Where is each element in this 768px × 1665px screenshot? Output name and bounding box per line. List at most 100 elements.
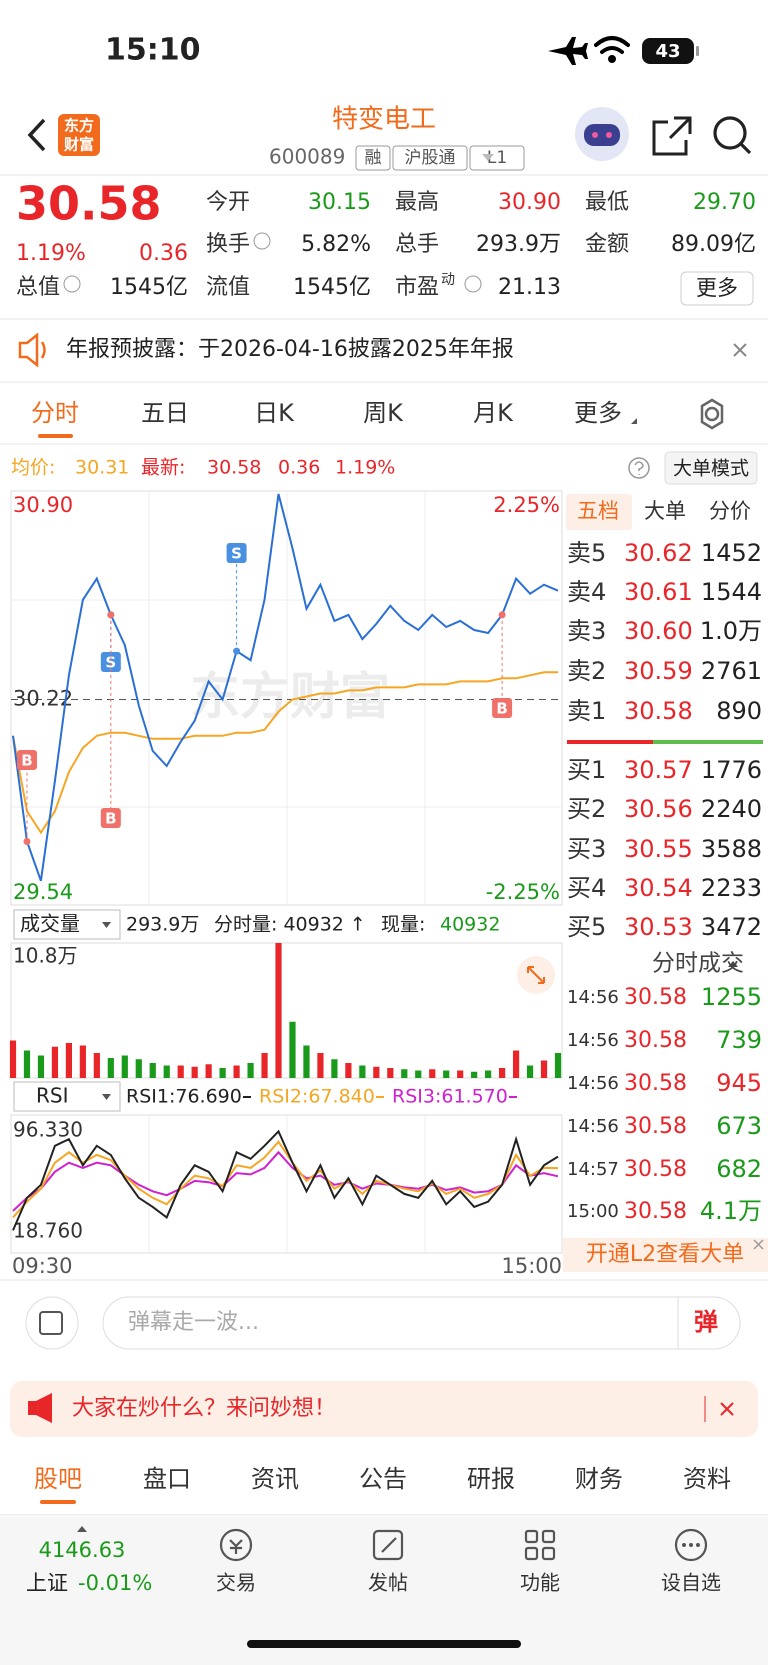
- code-dropdown[interactable]: [482, 154, 494, 161]
- trade-price: 30.58: [624, 1028, 687, 1053]
- index-arrow: [77, 1526, 87, 1532]
- index-value[interactable]: 4146.63: [39, 1538, 126, 1562]
- chart-tab[interactable]: 更多: [574, 399, 622, 427]
- logo-text: 财富: [64, 136, 94, 154]
- bottom-tab[interactable]: 资料: [683, 1465, 731, 1493]
- bottom-tab[interactable]: 股吧: [34, 1465, 82, 1493]
- index-name[interactable]: 上证: [26, 1571, 68, 1595]
- trade-badge: [492, 698, 513, 718]
- series-line: [12, 1129, 559, 1231]
- chart-tab[interactable]: 分时: [31, 399, 79, 427]
- bottom-tab[interactable]: 盘口: [143, 1465, 191, 1493]
- stat-value: 293.9万: [476, 232, 561, 257]
- banner[interactable]: [10, 1381, 758, 1437]
- volume-frame: [10, 942, 563, 1079]
- index-change[interactable]: -0.01%: [78, 1571, 152, 1595]
- volume-bar: [219, 1068, 226, 1078]
- volume-bar: [415, 1070, 422, 1078]
- change-pct: 1.19%: [16, 241, 86, 266]
- book-volume: 2233: [701, 874, 762, 902]
- latest-change: 0.36: [278, 457, 320, 479]
- stat-label: 市盈: [395, 275, 439, 300]
- book-label: 买3: [567, 835, 606, 863]
- search-icon[interactable]: [713, 116, 752, 155]
- trade-time: 14:56: [567, 1030, 619, 1051]
- stat-value: 30.15: [308, 190, 371, 215]
- banner-close[interactable]: [720, 1402, 734, 1416]
- l2-link[interactable]: 开通L2查看大单: [586, 1242, 744, 1267]
- dot: [696, 1543, 700, 1547]
- trade-volume: 4.1万: [700, 1197, 762, 1225]
- notice-text[interactable]: 年报预披露：于2026-04-16披露2025年年报: [66, 337, 514, 362]
- info-icon[interactable]: [464, 275, 482, 293]
- book-label: 卖5: [567, 539, 606, 567]
- book-label: 买2: [567, 795, 606, 823]
- bottom-tab[interactable]: 资讯: [251, 1465, 299, 1493]
- avatar-eye: [606, 132, 612, 138]
- chart-tab[interactable]: 周K: [363, 399, 404, 427]
- book-tab[interactable]: 五档: [577, 499, 619, 523]
- back-button[interactable]: [27, 118, 46, 152]
- trade-time: 14:57: [567, 1159, 619, 1180]
- rsi-selector[interactable]: [13, 1081, 121, 1112]
- volume-bar: [65, 1043, 72, 1078]
- volume-title[interactable]: 成交量: [20, 912, 80, 936]
- nav-item[interactable]: 设自选: [661, 1571, 721, 1595]
- settings-icon[interactable]: [700, 398, 724, 430]
- avatar-eye: [592, 132, 598, 138]
- book-tab[interactable]: 分价: [709, 499, 751, 523]
- nav-item[interactable]: 功能: [520, 1571, 560, 1595]
- chart-tab[interactable]: 日K: [254, 399, 295, 427]
- volume-selector[interactable]: [13, 909, 121, 940]
- more-button[interactable]: [680, 271, 754, 306]
- volume-bar: [233, 1065, 240, 1078]
- book-tab[interactable]: 大单: [644, 499, 686, 523]
- x-label: 15:00: [501, 1254, 562, 1278]
- chart-tab[interactable]: 五日: [141, 399, 189, 427]
- volume-bar: [401, 1069, 408, 1078]
- latest-price: 30.58: [207, 457, 261, 479]
- nav-item[interactable]: 发帖: [368, 1571, 408, 1595]
- trade-badge: [16, 750, 37, 770]
- book-label: 卖1: [567, 697, 606, 725]
- volume-bar: [177, 1065, 184, 1078]
- nav-item[interactable]: 交易: [216, 1571, 256, 1595]
- comment-tool[interactable]: [25, 1296, 79, 1350]
- volume-total: 293.9万: [126, 914, 199, 936]
- bottom-tab[interactable]: 公告: [359, 1465, 407, 1493]
- l2-bar[interactable]: [563, 1238, 768, 1272]
- trade-label: S: [105, 654, 116, 672]
- volume-bar: [485, 1070, 492, 1078]
- rsi-legend: RSI1:76.690 RSI2:67.840 RSI3:61.570: [126, 1086, 517, 1108]
- bottom-tab[interactable]: 研报: [467, 1465, 515, 1493]
- rsi-title[interactable]: RSI: [36, 1084, 69, 1108]
- l2-close[interactable]: [753, 1239, 764, 1250]
- volume-chart: 10.8万: [9, 943, 562, 1078]
- info-icon[interactable]: [63, 275, 81, 293]
- legend-entry: RSI2:67.840: [259, 1086, 375, 1108]
- help-icon[interactable]: [628, 457, 650, 479]
- more-label[interactable]: 更多: [696, 276, 738, 300]
- dropdown-arrow: [102, 922, 111, 928]
- y2-tick-label: 2.25%: [493, 493, 560, 517]
- current-volume: 40932: [440, 914, 500, 936]
- banner-text[interactable]: 大家在炒什么？来问妙想！: [72, 1396, 336, 1421]
- mode-label[interactable]: 大单模式: [673, 458, 749, 480]
- chart-tab[interactable]: 月K: [473, 399, 514, 427]
- comment-input[interactable]: [102, 1296, 741, 1350]
- speaker-icon: [18, 332, 46, 368]
- volume-bar: [37, 1055, 45, 1078]
- notice-close[interactable]: [733, 343, 747, 357]
- info-icon[interactable]: [253, 232, 271, 250]
- megaphone-icon: [28, 1393, 52, 1423]
- volume-bar: [387, 1068, 394, 1078]
- danmu-button[interactable]: 弹: [694, 1308, 718, 1336]
- share-icon[interactable]: [652, 116, 692, 156]
- mode-button[interactable]: [664, 451, 758, 485]
- trade-volume: 673: [716, 1112, 762, 1140]
- comment-placeholder[interactable]: 弹幕走一波...: [128, 1310, 259, 1335]
- stat-label: 最低: [585, 190, 629, 215]
- bottom-tab[interactable]: 财务: [575, 1465, 623, 1493]
- stat-label: 今开: [206, 190, 250, 215]
